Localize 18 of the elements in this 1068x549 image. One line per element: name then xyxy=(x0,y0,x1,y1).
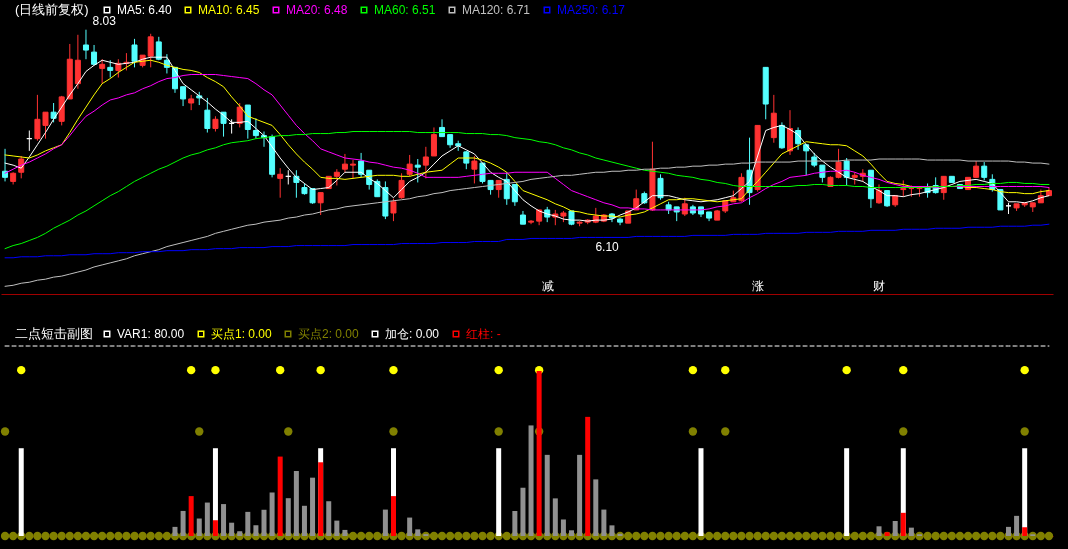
legend-label: VAR1: 80.00 xyxy=(117,327,185,341)
text: 减 xyxy=(542,279,555,294)
text: 8.03 xyxy=(92,14,117,28)
text: 涨 xyxy=(752,279,765,294)
chart-title: (日线前复权) xyxy=(15,2,89,17)
legend-label: 红柱: - xyxy=(466,327,501,341)
legend-label: 买点1: 0.00 xyxy=(211,327,273,341)
text: 6.10 xyxy=(595,239,620,254)
legend-label: MA5: 6.40 xyxy=(117,3,173,17)
legend-label: MA120: 6.71 xyxy=(462,3,531,17)
legend-label: MA60: 6.51 xyxy=(374,3,436,17)
legend-label: MA20: 6.48 xyxy=(286,3,348,17)
legend-label: MA10: 6.45 xyxy=(198,3,260,17)
text: 财 xyxy=(873,279,886,294)
legend-label: 买点2: 0.00 xyxy=(298,327,360,341)
chart-title: 二点短击副图 xyxy=(15,326,93,341)
legend-label: 加仓: 0.00 xyxy=(385,327,440,341)
legend-label: MA250: 6.17 xyxy=(557,3,626,17)
